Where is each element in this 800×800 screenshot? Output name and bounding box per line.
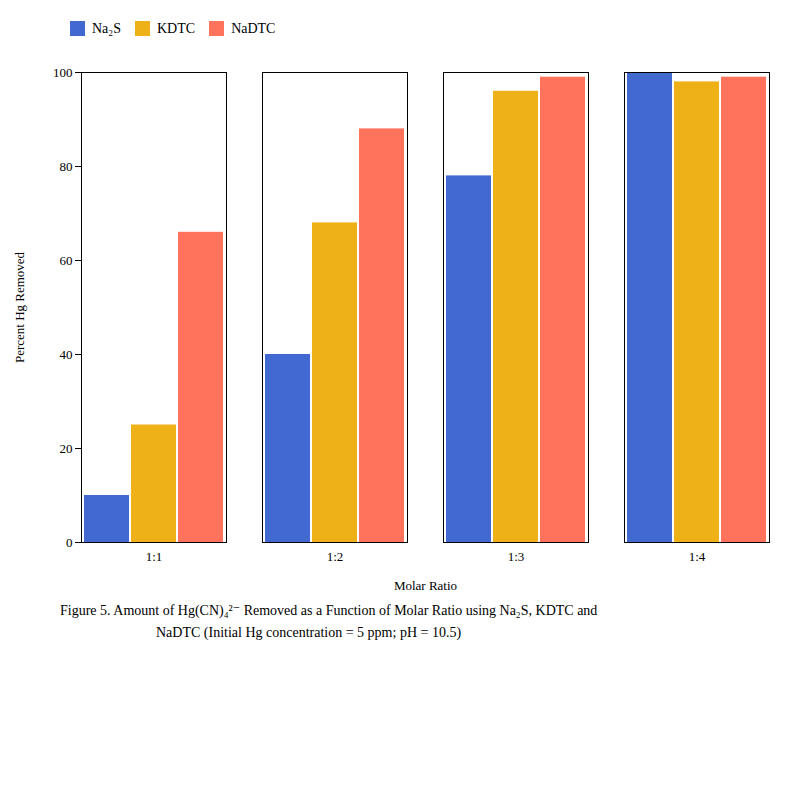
- svg-text:Percent Hg Removed: Percent Hg Removed: [12, 251, 27, 363]
- svg-text:0: 0: [66, 535, 73, 550]
- svg-text:80: 80: [60, 159, 73, 174]
- svg-text:1:1: 1:1: [146, 549, 163, 564]
- html-text:Na₂S: Na₂S: [92, 20, 121, 36]
- svg-text:1:2: 1:2: [327, 549, 344, 564]
- svg-text:20: 20: [60, 441, 73, 456]
- svg-text:40: 40: [60, 347, 73, 362]
- svg-text:1:3: 1:3: [508, 549, 525, 564]
- svg-text:100: 100: [53, 65, 73, 80]
- svg-text:Molar Ratio: Molar Ratio: [394, 578, 457, 593]
- html-text:KDTC: KDTC: [157, 20, 196, 36]
- svg-text:60: 60: [60, 253, 73, 268]
- html-text:NaDTC: NaDTC: [231, 20, 276, 36]
- svg-text:1:4: 1:4: [689, 549, 706, 564]
- html-text:NaDTC (Initial Hg concentratio: NaDTC (Initial Hg concentration = 5 ppm;…: [156, 625, 462, 641]
- html-text:Figure 5. Amount of Hg(CN)₄²⁻: Figure 5. Amount of Hg(CN)₄²⁻ Removed as…: [60, 603, 598, 618]
